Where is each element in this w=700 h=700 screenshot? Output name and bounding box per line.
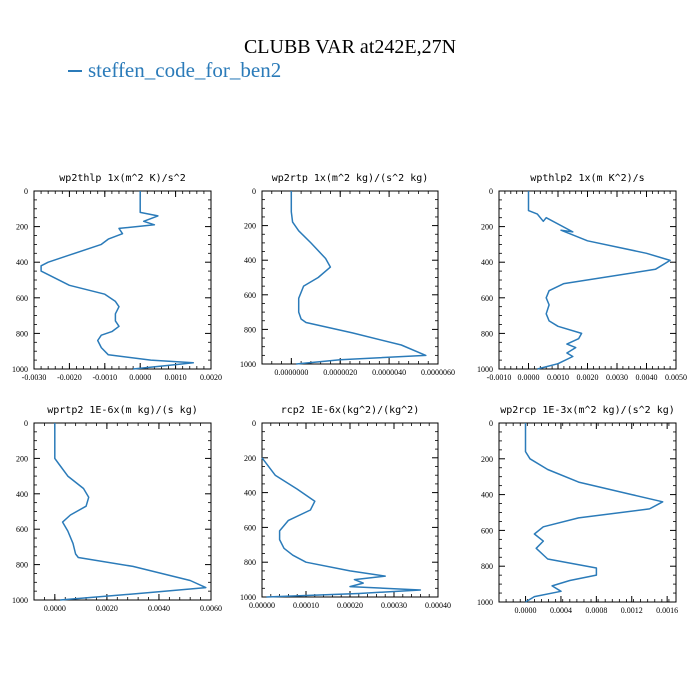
x-tick-label: 0.0000060: [421, 368, 455, 377]
x-tick-label: 0.0040: [636, 373, 658, 382]
profile-line: [40, 191, 195, 370]
y-tick-label: 0: [24, 187, 28, 196]
profile-line: [527, 191, 671, 370]
y-tick-label: 200: [481, 455, 493, 464]
x-tick-label: -0.0010: [487, 373, 512, 382]
figure-title: CLUBB VAR at242E,27N: [243, 36, 457, 58]
y-tick-label: 800: [244, 325, 256, 334]
x-tick-label: 0.0000: [44, 604, 66, 613]
x-tick-label: 0.0000: [129, 373, 151, 382]
y-tick-label: 1000: [477, 598, 493, 607]
x-tick-label: 0.0000020: [323, 368, 357, 377]
y-tick-label: 600: [244, 523, 256, 532]
y-tick-label: 400: [481, 258, 493, 267]
x-tick-label: 0.0000000: [274, 368, 308, 377]
x-tick-label: 0.0010: [547, 373, 569, 382]
y-tick-label: 1000: [240, 593, 256, 602]
y-tick-label: 600: [481, 526, 493, 535]
y-tick-label: 0: [24, 419, 28, 428]
chart-panel-1: wp2thlp 1x(m^2 K)/s^202004006008001000-0…: [12, 173, 222, 382]
x-tick-label: -0.0030: [22, 373, 47, 382]
x-tick-label: 0.0040: [148, 604, 170, 613]
y-tick-label: 1000: [12, 365, 28, 374]
x-tick-label: 0.0030: [606, 373, 628, 382]
x-tick-label: -0.0020: [57, 373, 82, 382]
y-tick-label: 800: [16, 329, 28, 338]
y-tick-label: 400: [481, 491, 493, 500]
profile-line: [524, 423, 664, 603]
chart-panel-5: rcp2 1E-6x(kg^2)/(kg^2) 0 200 400 600 800 1000…: [240, 405, 451, 610]
x-tick-label: 0.0008: [585, 606, 607, 615]
chart-panel-2: wp2rtp 1x(m^2 kg)/(s^2 kg) 0 200 400 600 800 1…: [240, 173, 455, 377]
panel-title: wprtp2 1E-6x(m kg)/(s kg): [47, 405, 198, 416]
y-tick-label: 200: [16, 454, 28, 463]
panel-title: rcp2 1E-6x(kg^2)/(kg^2): [281, 405, 419, 416]
y-tick-label: 200: [244, 222, 256, 231]
plot-frame: [33, 422, 212, 601]
legend-label: steffen_code_for_ben2: [88, 58, 282, 82]
x-tick-label: 0.0010: [165, 373, 187, 382]
y-tick-label: 400: [244, 489, 256, 498]
x-tick-label: 0.0000040: [372, 368, 406, 377]
y-tick-label: 400: [244, 256, 256, 265]
y-tick-label: 0: [489, 187, 493, 196]
x-tick-label: 0.0000: [518, 373, 540, 382]
chart-panel-6: wp2rcp 1E-3x(m^2 kg)/(s^2 kg) 0 200 400 600 8…: [477, 405, 678, 615]
x-tick-label: 0.00040: [425, 601, 451, 610]
y-tick-label: 600: [16, 525, 28, 534]
x-tick-label: 0.00020: [337, 601, 363, 610]
x-tick-label: 0.0016: [656, 606, 678, 615]
x-tick-label: 0.0020: [200, 373, 222, 382]
y-tick-label: 1000: [477, 365, 493, 374]
chart-panel-4: wprtp2 1E-6x(m kg)/(s kg) 0 200 400 600 800 10…: [12, 405, 222, 613]
profile-line: [54, 423, 207, 601]
panel-title: wpthlp2 1x(m K^2)/s: [530, 173, 644, 184]
panel-title: wp2rtp 1x(m^2 kg)/(s^2 kg): [272, 173, 429, 184]
legend-swatch: [68, 69, 82, 72]
y-tick-label: 800: [16, 561, 28, 570]
y-tick-label: 200: [481, 223, 493, 232]
x-tick-label: 0.00010: [293, 601, 319, 610]
x-tick-label: 0.0060: [200, 604, 222, 613]
y-tick-label: 600: [16, 294, 28, 303]
panel-title: wp2thlp 1x(m^2 K)/s^2: [59, 173, 185, 184]
x-tick-label: 0.0020: [577, 373, 599, 382]
profile-line: [290, 191, 427, 365]
y-tick-label: 400: [16, 490, 28, 499]
x-tick-label: 0.0050: [665, 373, 687, 382]
x-tick-label: 0.0004: [550, 606, 572, 615]
x-tick-label: -0.0010: [92, 373, 117, 382]
y-tick-label: 1000: [12, 596, 28, 605]
y-tick-label: 0: [252, 187, 256, 196]
panel-title: wp2rcp 1E-3x(m^2 kg)/(s^2 kg): [500, 405, 675, 416]
y-tick-label: 0: [489, 419, 493, 428]
y-tick-label: 400: [16, 258, 28, 267]
y-tick-label: 1000: [240, 360, 256, 369]
y-tick-label: 800: [481, 329, 493, 338]
plot-frame: [261, 190, 439, 365]
chart-panel-3: wpthlp2 1x(m K^2)/s 0 200 400 600 800 1000-0.0…: [477, 173, 687, 382]
y-tick-label: 800: [244, 558, 256, 567]
y-tick-label: 600: [481, 294, 493, 303]
y-tick-label: 600: [244, 291, 256, 300]
x-tick-label: 0.00030: [381, 601, 407, 610]
y-tick-label: 0: [252, 419, 256, 428]
x-tick-label: 0.00000: [249, 601, 275, 610]
y-tick-label: 800: [481, 562, 493, 571]
y-tick-label: 200: [16, 223, 28, 232]
y-tick-label: 200: [244, 454, 256, 463]
x-tick-label: 0.0020: [96, 604, 118, 613]
profile-line: [261, 457, 422, 598]
plot-frame: [33, 190, 212, 370]
legend: steffen_code_for_ben2: [68, 58, 281, 83]
x-tick-label: 0.0012: [621, 606, 643, 615]
x-tick-label: 0.0000: [515, 606, 537, 615]
